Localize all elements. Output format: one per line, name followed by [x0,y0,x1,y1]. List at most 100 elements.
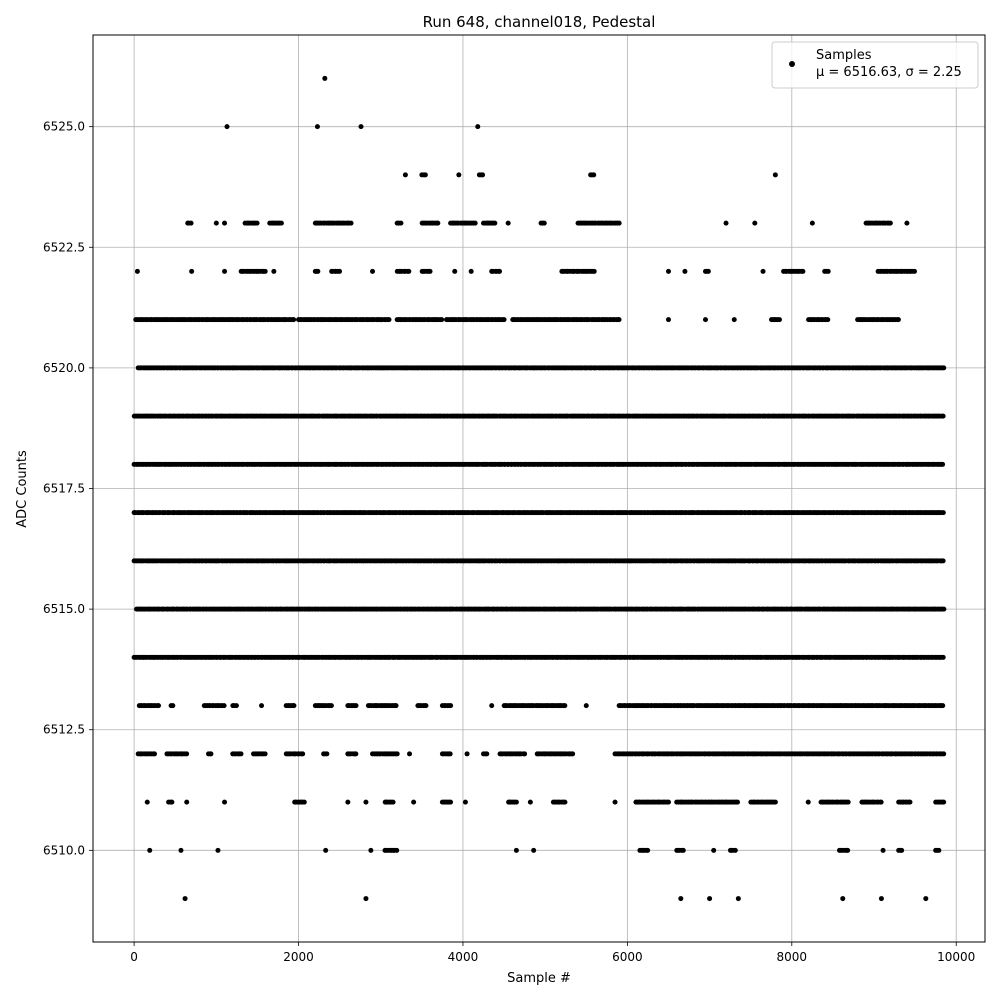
data-point [731,317,737,323]
data-point [169,799,175,805]
data-point [178,847,184,853]
data-point [301,799,307,805]
y-axis-label: ADC Counts [15,450,30,528]
x-tick-label: 10000 [937,950,975,964]
data-point [707,896,713,902]
data-point [393,703,399,709]
data-point [370,268,376,274]
data-point [907,799,913,805]
data-point [189,268,195,274]
x-tick-label: 2000 [283,950,314,964]
data-point [911,268,917,274]
data-point [188,220,194,226]
x-axis-label: Sample # [507,971,571,986]
data-point [800,268,806,274]
data-point [213,220,219,226]
data-point [394,847,400,853]
data-point [880,847,886,853]
data-point [315,268,321,274]
data-point [527,799,533,805]
data-point [497,268,503,274]
data-point [940,558,946,564]
data-point [645,847,651,853]
data-point [941,606,947,612]
data-point [941,365,947,371]
data-point [238,751,244,757]
data-point [904,220,910,226]
y-tick-label: 6512.5 [43,723,85,737]
data-point [501,317,507,323]
x-tick-label: 8000 [777,950,808,964]
data-point [353,703,359,709]
y-tick-label: 6515.0 [43,602,85,616]
data-point [732,847,738,853]
data-point [222,799,228,805]
data-point [513,799,519,805]
data-point [447,751,453,757]
data-point [678,896,684,902]
data-point [735,896,741,902]
data-point [665,317,671,323]
data-point [464,751,470,757]
data-point [222,220,228,226]
data-point [182,896,188,902]
data-point [435,220,441,226]
data-point [845,799,851,805]
data-point [484,751,490,757]
data-point [702,317,708,323]
data-point [348,220,354,226]
data-point [887,220,893,226]
data-point [735,799,741,805]
data-point [711,847,717,853]
y-tick-label: 6522.5 [43,240,85,254]
data-point [805,799,811,805]
data-point [368,847,374,853]
data-point [221,703,227,709]
data-point [776,317,782,323]
data-point [583,703,589,709]
data-point [705,268,711,274]
data-point [680,847,686,853]
data-point [390,799,396,805]
y-tick-label: 6517.5 [43,482,85,496]
data-point [208,751,214,757]
y-tick-label: 6525.0 [43,120,85,134]
data-point [324,751,330,757]
data-point [940,461,946,467]
data-point [462,799,468,805]
data-point [262,268,268,274]
data-point [170,703,176,709]
data-point [809,220,815,226]
data-point [878,896,884,902]
data-point [184,751,190,757]
data-point [489,703,495,709]
data-point [423,703,429,709]
data-point [152,751,158,757]
data-point [448,799,454,805]
data-point [772,799,778,805]
data-point [541,220,547,226]
data-point [278,220,284,226]
data-point [144,799,150,805]
data-point [940,703,946,709]
data-point [616,317,622,323]
data-point [386,317,392,323]
data-points [131,75,947,902]
data-point [394,751,400,757]
data-point [363,896,369,902]
data-point [570,751,576,757]
data-point [222,268,228,274]
data-point [665,799,671,805]
data-point [522,751,528,757]
data-point [411,799,417,805]
data-point [184,799,190,805]
legend: Samples μ = 6516.63, σ = 2.25 [771,41,979,89]
data-point [358,124,364,130]
data-point [591,172,597,178]
data-point [291,703,297,709]
data-point [472,220,478,226]
data-point [591,268,597,274]
data-point [845,847,851,853]
legend-marker [789,61,795,67]
